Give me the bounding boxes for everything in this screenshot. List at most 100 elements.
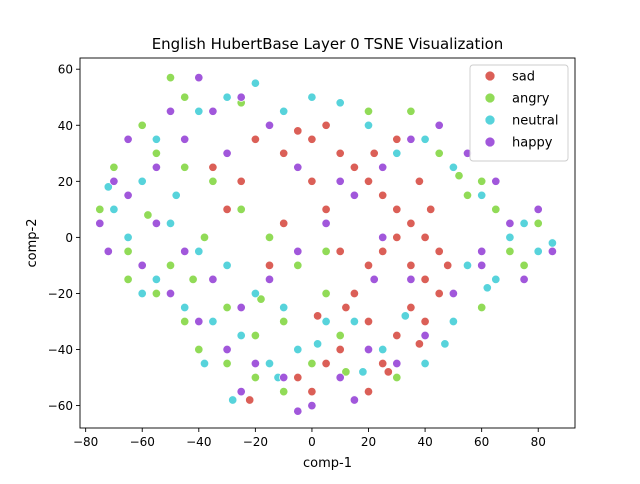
happy-point: [406, 134, 416, 144]
sad-point: [369, 148, 379, 158]
angry-point: [307, 358, 317, 369]
angry-point: [143, 210, 153, 220]
neutral-point: [137, 176, 147, 186]
happy-point: [236, 302, 246, 313]
neutral-point: [250, 78, 260, 88]
neutral-point: [533, 246, 543, 256]
angry-point: [434, 148, 444, 158]
neutral-point: [279, 302, 289, 313]
happy-point: [95, 218, 105, 228]
angry-point: [188, 274, 198, 284]
sad-point: [443, 260, 453, 270]
x-tick-label: −80: [73, 435, 98, 449]
sad-point: [341, 302, 351, 313]
sad-point: [434, 288, 444, 299]
happy-point: [533, 204, 543, 214]
sad-point: [245, 395, 255, 405]
happy-point: [279, 372, 289, 383]
legend-label: sad: [512, 70, 535, 85]
sad-point: [392, 330, 402, 341]
happy-point: [293, 406, 303, 416]
angry-point: [406, 106, 416, 116]
neutral-point: [194, 246, 204, 256]
legend-marker: [484, 114, 496, 126]
sad-point: [406, 218, 416, 228]
sad-point: [392, 204, 402, 214]
angry-point: [222, 358, 232, 369]
x-tick-label: 80: [531, 435, 546, 449]
angry-point: [222, 302, 232, 313]
sad-point: [392, 232, 402, 242]
sad-point: [363, 316, 374, 327]
happy-point: [335, 176, 345, 186]
angry-point: [236, 204, 246, 214]
sad-point: [420, 274, 430, 284]
neutral-point: [171, 190, 181, 200]
plot-frame: [79, 57, 576, 429]
y-tick-label: 0: [65, 231, 73, 245]
y-tick-label: 20: [58, 175, 73, 189]
neutral-point: [349, 316, 359, 327]
happy-point: [165, 288, 176, 299]
neutral-point: [378, 344, 388, 355]
sad-point: [208, 162, 218, 172]
sad-point: [363, 260, 374, 270]
happy-point: [180, 134, 190, 144]
happy-point: [477, 260, 487, 270]
sad-point: [236, 176, 246, 186]
neutral-point: [165, 218, 176, 228]
neutral-point: [208, 316, 218, 327]
y-tick-label: −60: [48, 399, 73, 413]
angry-point: [180, 162, 190, 172]
angry-point: [250, 330, 260, 341]
angry-point: [151, 148, 161, 158]
neutral-point: [151, 274, 161, 284]
legend-label: angry: [512, 92, 550, 107]
neutral-point: [547, 238, 557, 248]
angry-point: [180, 316, 190, 327]
happy-point: [236, 387, 246, 397]
sad-point: [313, 311, 323, 321]
happy-point: [109, 176, 119, 186]
happy-point: [123, 190, 133, 200]
neutral-point: [462, 260, 473, 270]
angry-point: [137, 120, 147, 130]
neutral-point: [109, 204, 119, 214]
y-tick-label: −40: [48, 343, 73, 357]
neutral-point: [194, 106, 204, 116]
sad-point: [420, 316, 430, 327]
happy-point: [448, 288, 458, 299]
sad-point: [426, 204, 436, 214]
happy-point: [236, 92, 246, 102]
neutral-point: [505, 232, 515, 242]
sad-point: [378, 358, 388, 369]
angry-point: [533, 218, 543, 228]
legend-label: happy: [512, 136, 553, 151]
neutral-point: [358, 367, 368, 377]
x-tick-label: 20: [361, 435, 376, 449]
sad-point: [293, 126, 303, 136]
chart-title: English HubertBase Layer 0 TSNE Visualiz…: [152, 35, 504, 53]
happy-point: [349, 395, 359, 405]
sad-point: [335, 344, 345, 355]
happy-point: [547, 246, 557, 256]
happy-point: [505, 218, 515, 228]
sad-point: [434, 246, 444, 256]
neutral-point: [103, 182, 113, 192]
happy-point: [264, 120, 275, 130]
sad-point: [335, 246, 345, 256]
happy-point: [406, 274, 416, 284]
sad-point: [321, 204, 331, 214]
happy-point: [378, 162, 388, 172]
neutral-point: [420, 358, 430, 369]
neutral-point: [222, 92, 232, 102]
x-tick-label: −60: [130, 435, 155, 449]
angry-point: [454, 171, 464, 181]
angry-point: [123, 274, 133, 284]
angry-point: [123, 246, 133, 256]
angry-point: [335, 330, 345, 341]
happy-point: [349, 190, 359, 200]
sad-point: [406, 260, 416, 270]
angry-point: [321, 246, 331, 256]
angry-point: [180, 92, 190, 102]
